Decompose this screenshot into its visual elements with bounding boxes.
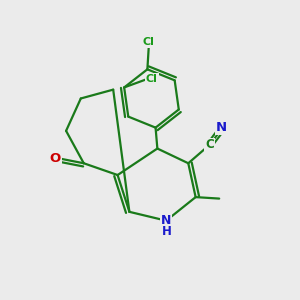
Text: N: N: [216, 121, 227, 134]
Text: Cl: Cl: [143, 37, 155, 46]
Text: C: C: [205, 139, 214, 152]
Text: Cl: Cl: [146, 74, 158, 84]
Text: N: N: [161, 214, 171, 227]
Text: O: O: [50, 152, 61, 165]
Text: H: H: [162, 225, 172, 239]
